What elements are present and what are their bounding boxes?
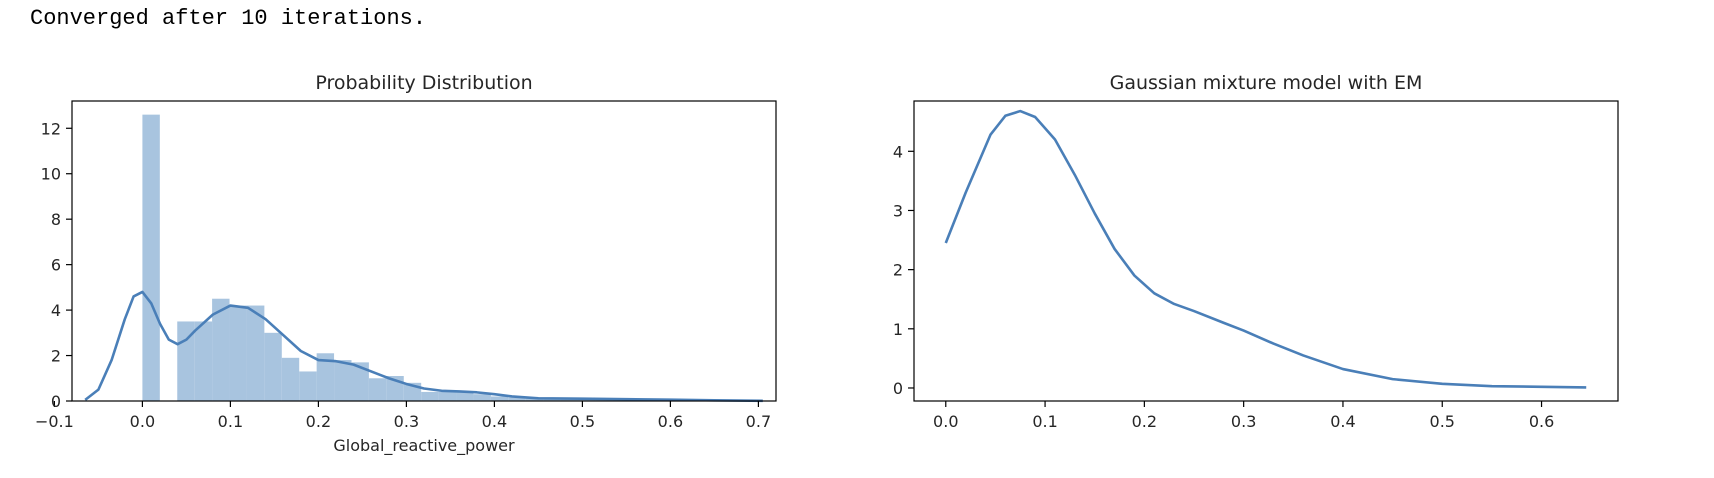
y-tick-label: 4 (893, 142, 903, 161)
x-tick-label: 0.0 (130, 412, 155, 431)
y-tick-label: 3 (893, 201, 903, 220)
y-tick-label: 8 (51, 210, 61, 229)
x-tick-label: 0.4 (1330, 412, 1355, 431)
histogram-bar (281, 357, 300, 401)
x-axis-label: Global_reactive_power (333, 436, 515, 456)
x-tick-label: 0.5 (570, 412, 595, 431)
plot-frame (71, 100, 777, 402)
histogram-bar (438, 391, 457, 401)
x-tick-label: 0.4 (482, 412, 507, 431)
y-tick-label: 6 (51, 256, 61, 275)
y-tick-label: 0 (893, 379, 903, 398)
y-tick-label: 2 (893, 261, 903, 280)
chart-title: Probability Distribution (315, 72, 532, 94)
x-tick-label: −0.1 (35, 412, 74, 431)
histogram-bar (473, 394, 491, 401)
chart-2: 0.0 0.1 0.2 0.3 0.4 0.5 0.6 0 1 2 3 4 Gaussian mixtu… (893, 72, 1619, 431)
histogram-bar (229, 305, 247, 401)
x-tick-label: 0.2 (1132, 412, 1157, 431)
histogram-bar (142, 114, 160, 402)
histogram-bar (368, 378, 387, 401)
histogram-bar (264, 332, 282, 401)
histogram-bar (351, 362, 369, 401)
plot-frame (913, 100, 1619, 402)
histogram-bar (490, 396, 509, 401)
chart-title: Gaussian mixture model with EM (1110, 72, 1423, 94)
x-tick-label: 0.2 (306, 412, 331, 431)
x-tick-label: 0.7 (746, 412, 771, 431)
histogram-bar (543, 398, 561, 401)
histogram-bar (299, 371, 317, 401)
y-tick-label: 10 (41, 165, 61, 184)
x-tick-label: 0.0 (933, 412, 958, 431)
histogram-bar (246, 305, 265, 401)
y-tick-label: 12 (41, 119, 61, 138)
histogram-bar (212, 298, 230, 401)
histogram-bar (316, 353, 335, 401)
histogram-bar (508, 397, 526, 401)
histogram-bar (194, 321, 213, 401)
x-tick-label: 0.3 (1231, 412, 1256, 431)
kde-line (84, 290, 763, 403)
histogram-bar (334, 360, 352, 401)
console-output: Converged after 10 iterations. (30, 6, 427, 31)
x-tick-label: 0.5 (1430, 412, 1455, 431)
histogram-bar (456, 391, 474, 401)
x-tick-label: 0.1 (218, 412, 243, 431)
y-tick-label: 2 (51, 347, 61, 366)
x-tick-label: 0.6 (1529, 412, 1554, 431)
histogram-bar (578, 399, 596, 401)
histogram-bar (421, 391, 439, 401)
x-tick-label: 0.3 (394, 412, 419, 431)
x-tick-label: 0.1 (1032, 412, 1057, 431)
y-tick-label: 1 (893, 320, 903, 339)
y-tick-label: 4 (51, 301, 61, 320)
y-tick-label: 0 (51, 392, 61, 411)
series-line (944, 109, 1587, 389)
chart-1: −0.1 0.0 0.1 0.2 0.3 0.4 0.5 0.6 0.7 0 2 4 6 8 10 12 Pro… (35, 72, 777, 456)
x-tick-label: 0.6 (658, 412, 683, 431)
histogram-bar (525, 398, 544, 401)
